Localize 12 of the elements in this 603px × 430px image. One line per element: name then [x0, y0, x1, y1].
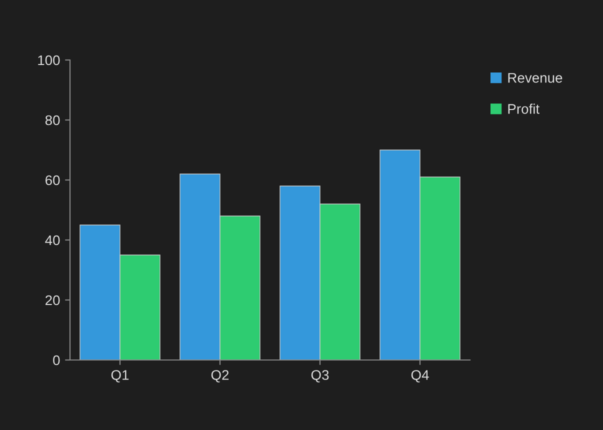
- x-tick-label: Q2: [211, 370, 229, 382]
- x-tick-label: Q1: [111, 370, 129, 382]
- y-tick-label: 60: [46, 175, 60, 186]
- x-tick-label: Q4: [411, 370, 429, 382]
- y-tick-label: 100: [38, 55, 60, 66]
- x-tick-label: Q3: [311, 370, 329, 382]
- legend-label: Profit: [508, 104, 540, 114]
- y-tick-label: 0: [53, 355, 60, 366]
- y-tick-label: 80: [45, 115, 60, 126]
- y-tick-label: 20: [46, 295, 60, 306]
- legend-label: Revenue: [508, 73, 562, 83]
- y-tick-label: 40: [45, 235, 60, 246]
